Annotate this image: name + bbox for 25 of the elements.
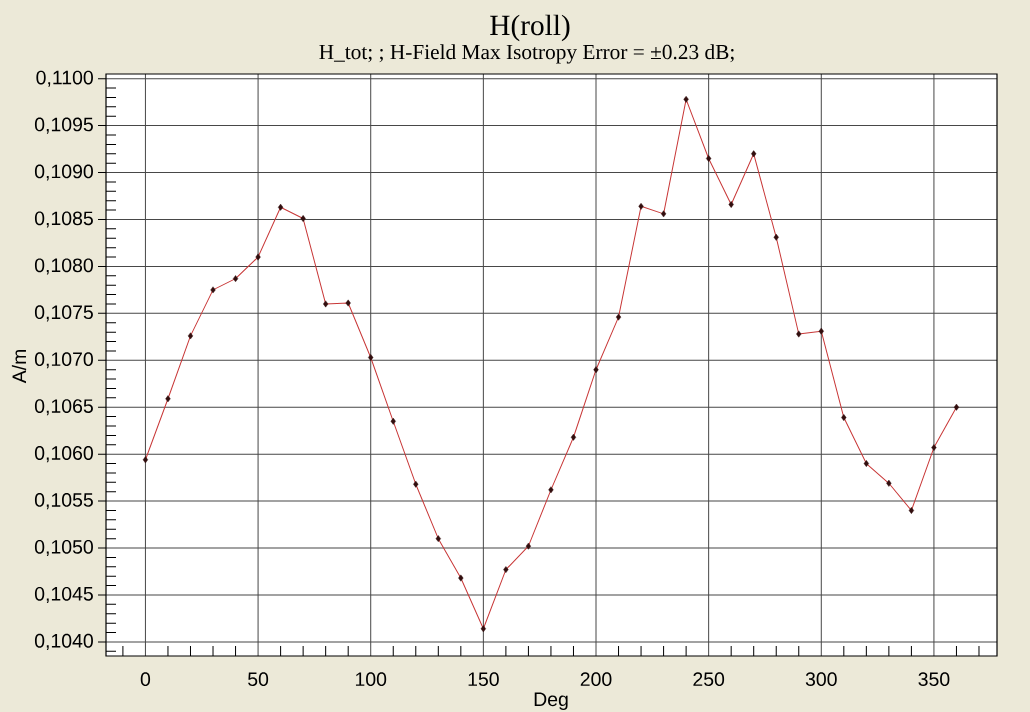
y-axis-title: A/m xyxy=(11,349,27,384)
x-tick-label: 250 xyxy=(693,672,725,687)
y-tick-label: 0,1070 xyxy=(34,352,93,369)
y-tick-label: 0,1090 xyxy=(34,164,93,181)
x-axis-title: Deg xyxy=(534,692,568,711)
x-tick-label: 300 xyxy=(805,672,837,687)
y-tick-label: 0,1060 xyxy=(34,446,93,463)
x-tick-label: 200 xyxy=(580,672,612,687)
y-tick-label: 0,1085 xyxy=(34,211,93,228)
y-tick-label: 0,1050 xyxy=(34,539,93,557)
chart-subtitle: H_tot; ; H-Field Max Isotropy Error = ±0.23 dB; xyxy=(319,44,734,64)
x-tick-label: 150 xyxy=(468,672,499,687)
y-tick-label: 0,1080 xyxy=(34,258,93,275)
x-tick-label: 0 xyxy=(140,672,151,687)
y-tick-label: 0,1100 xyxy=(36,70,93,87)
x-tick-label: 50 xyxy=(248,672,269,687)
y-tick-label: 0,1045 xyxy=(34,586,93,604)
y-tick-label: 0,1040 xyxy=(34,633,93,650)
y-tick-label: 0,1065 xyxy=(34,399,93,416)
y-tick-label: 0,1055 xyxy=(34,493,93,510)
x-tick-label: 350 xyxy=(918,672,950,687)
chart-title: H(roll) xyxy=(490,14,570,42)
y-tick-label: 0,1095 xyxy=(34,117,93,134)
y-tick-label: 0,1075 xyxy=(34,305,93,322)
x-tick-label: 100 xyxy=(355,672,387,687)
